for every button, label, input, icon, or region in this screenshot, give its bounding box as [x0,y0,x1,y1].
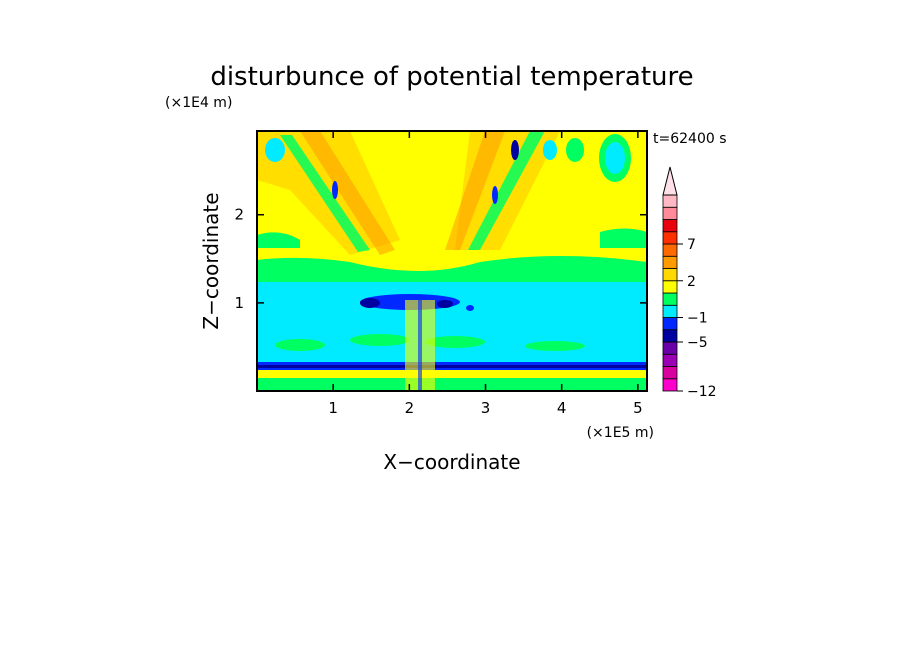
colorbar-tick-label: −12 [687,384,717,400]
x-tick-label: 1 [328,399,338,417]
chart-title: disturbunce of potential temperature [210,62,693,92]
heatmap-field [257,131,647,391]
x-tick-label: 2 [405,399,415,417]
colorbar-segment [662,243,678,257]
colorbar-segment [662,219,678,233]
plot-frame [256,130,648,392]
colorbar-segment [662,292,678,306]
colorbar-segment [662,378,678,392]
colorbar-segment [662,206,678,220]
colorbar-segment [662,280,678,294]
colorbar-tick-label: 7 [687,237,696,253]
y-tick-label: 2 [234,206,244,224]
colorbar: −12−5−127 [662,166,717,400]
x-tick-label: 4 [557,399,567,417]
x-tick-label: 3 [481,399,491,417]
y-axis-label: Z−coordinate [199,192,223,329]
colorbar-segment [662,194,678,208]
colorbar-tick-label: −1 [687,311,708,327]
colorbar-segment [662,366,678,380]
colorbar-segment [662,231,678,245]
colorbar-segment [662,268,678,282]
colorbar-segment [662,304,678,318]
x-tick-label: 5 [633,399,643,417]
colorbar-segment [662,341,678,355]
y-tick-label: 1 [234,294,244,312]
colorbar-segment [662,329,678,343]
colorbar-tick-label: −5 [687,335,708,351]
time-label: t=62400 s [653,131,727,147]
colorbar-segment [662,255,678,269]
colorbar-extension [662,166,678,196]
colorbar-segment [662,353,678,367]
y-scale-label: (×1E4 m) [165,95,232,111]
colorbar-tick-label: 2 [687,274,696,290]
colorbar-segment [662,317,678,331]
x-axis-label: X−coordinate [383,450,520,474]
x-scale-label: (×1E5 m) [587,425,654,441]
